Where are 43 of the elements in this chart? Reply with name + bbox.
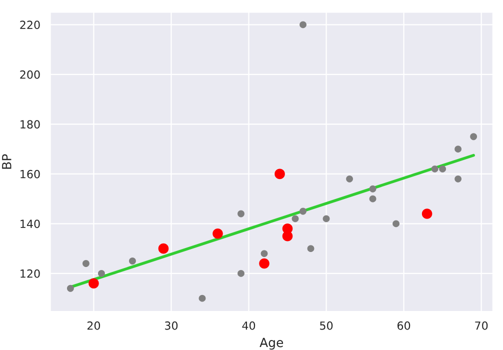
point <box>346 175 353 182</box>
point <box>431 165 438 172</box>
point <box>392 220 400 228</box>
point <box>369 185 376 192</box>
x-tick-label: 20 <box>87 321 100 330</box>
point <box>158 243 169 254</box>
point <box>454 175 462 182</box>
point <box>300 208 306 215</box>
y-tick-label: 120 <box>20 269 40 278</box>
point <box>260 250 268 258</box>
point <box>259 258 270 269</box>
point <box>439 165 446 172</box>
point <box>129 258 136 264</box>
x-tick-label: 30 <box>165 321 178 330</box>
point <box>369 195 376 202</box>
point <box>238 210 244 218</box>
point <box>422 208 432 219</box>
point <box>88 278 99 289</box>
x-tick-label: 70 <box>475 321 488 330</box>
point <box>300 21 306 28</box>
x-tick-label: 60 <box>398 321 410 330</box>
x-axis-title: Age <box>260 338 284 350</box>
x-tick-label: 50 <box>320 321 333 330</box>
y-tick-label: 140 <box>20 220 40 228</box>
point <box>454 146 462 153</box>
y-tick-label: 160 <box>20 170 40 178</box>
point <box>238 270 244 277</box>
point <box>470 133 478 140</box>
y-axis-title: BP <box>2 154 12 169</box>
x-tick-label: 40 <box>242 321 256 330</box>
point <box>212 228 223 239</box>
point <box>307 245 314 252</box>
point <box>282 230 293 242</box>
point <box>322 215 330 222</box>
point <box>98 270 105 277</box>
point <box>82 260 90 267</box>
point <box>198 294 206 302</box>
point <box>66 284 74 292</box>
y-tick-label: 200 <box>20 70 40 79</box>
point <box>292 215 299 222</box>
point <box>274 168 285 180</box>
y-tick-label: 180 <box>20 120 40 129</box>
y-tick-label: 220 <box>20 20 40 30</box>
